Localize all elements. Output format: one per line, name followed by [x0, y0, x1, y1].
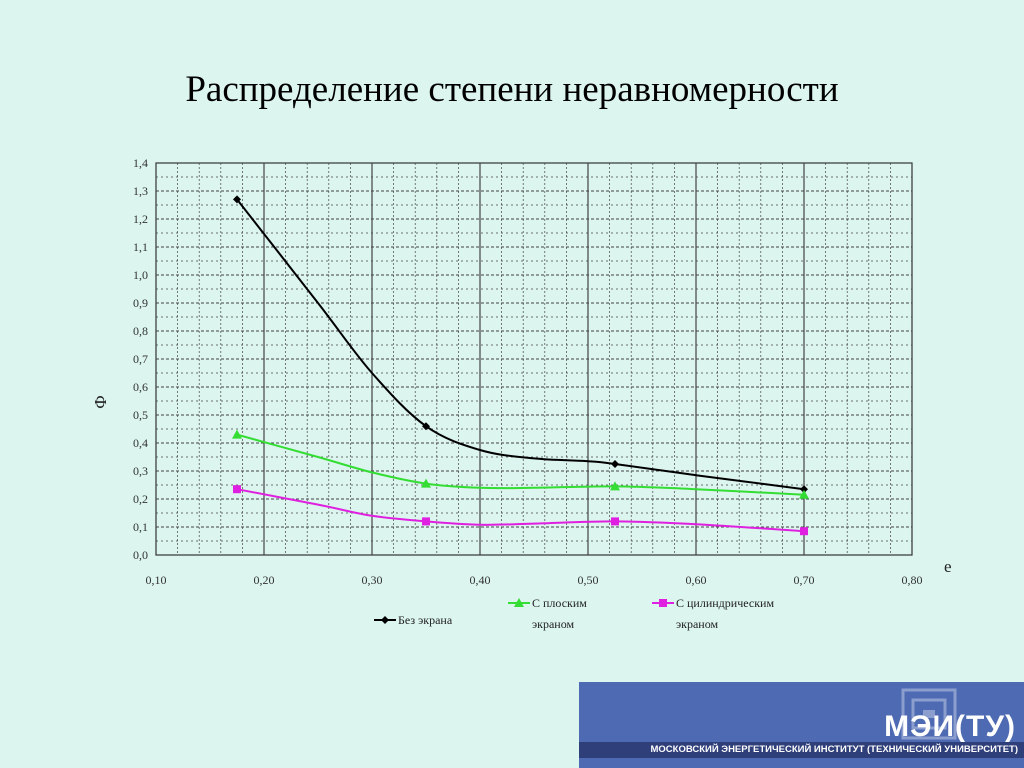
x-tick-label: 0,60 [686, 573, 707, 587]
data-point-1 [800, 485, 808, 494]
x-tick-label: 0,10 [146, 573, 167, 587]
x-tick-label: 0,30 [362, 573, 383, 587]
y-tick-label: 1,4 [133, 156, 148, 170]
y-tick-label: 0,4 [133, 436, 148, 450]
y-tick-label: 0,1 [133, 520, 148, 534]
y-tick-label: 0,6 [133, 380, 148, 394]
data-point-2 [799, 489, 809, 499]
chart-series [232, 195, 809, 536]
x-tick-label: 0,50 [578, 573, 599, 587]
y-tick-label: 0,0 [133, 548, 148, 562]
y-tick-label: 1,2 [133, 212, 148, 226]
x-tick-label: 0,20 [254, 573, 275, 587]
y-tick-label: 0,2 [133, 492, 148, 506]
legend-swatch-marker [514, 598, 524, 607]
data-point-2 [421, 478, 431, 488]
chart-grid [155, 162, 913, 556]
legend-swatch-marker [659, 599, 667, 607]
data-point-3 [233, 485, 241, 494]
legend-label: С плоским [532, 596, 587, 610]
y-tick-label: 1,3 [133, 184, 148, 198]
institution-name: МОСКОВСКИЙ ЭНЕРГЕТИЧЕСКИЙ ИНСТИТУТ (ТЕХН… [579, 742, 1024, 758]
y-tick-label: 0,5 [133, 408, 148, 422]
legend-label-line2: экраном [676, 617, 719, 631]
y-tick-label: 0,3 [133, 464, 148, 478]
series-line-1 [236, 198, 805, 491]
slide-title: Распределение степени неравномерности [185, 69, 839, 110]
legend-label: Без экрана [398, 613, 453, 627]
chart-legend: Без экрана С плоским экраном С цилиндрическ… [374, 596, 774, 631]
legend-label: С цилиндрическим [676, 596, 774, 610]
institution-logo: МЭИ(ТУ) [884, 710, 1016, 743]
y-tick-labels: 0,0 0,1 0,2 0,3 0,4 0,5 0,6 0,7 0,8 0,9 1,0 1,1 1,2 1… [133, 156, 148, 562]
y-tick-label: 0,8 [133, 324, 148, 338]
data-point-1 [422, 422, 430, 431]
data-point-1 [611, 460, 619, 468]
x-axis-label: e [944, 557, 952, 576]
institution-emblem-icon [901, 688, 957, 740]
data-point-2 [232, 429, 242, 439]
data-point-2 [610, 481, 620, 491]
data-point-3 [800, 527, 808, 536]
y-tick-label: 1,0 [133, 268, 148, 282]
y-tick-label: 0,9 [133, 296, 148, 310]
y-tick-label: 0,7 [133, 352, 148, 366]
x-tick-label: 0,40 [470, 573, 491, 587]
series-line-2 [236, 433, 805, 496]
y-axis-label: Ф [91, 395, 110, 408]
institution-logo-band: МЭИ(ТУ) МОСКОВСКИЙ ЭНЕРГЕТИЧЕСКИЙ ИНСТИТ… [579, 682, 1024, 768]
data-point-3 [611, 517, 619, 526]
x-tick-label: 0,70 [794, 573, 815, 587]
x-tick-label: 0,80 [902, 573, 923, 587]
legend-swatch-marker [381, 616, 389, 624]
data-point-3 [422, 517, 430, 526]
data-point-1 [233, 195, 241, 204]
series-line-3 [236, 488, 805, 533]
chart: 0,0 0,1 0,2 0,3 0,4 0,5 0,6 0,7 0,8 0,9 1,0 1,1 1,2 1… [91, 156, 952, 631]
x-tick-labels: 0,10 0,20 0,30 0,40 0,50 0,60 0,70 0,80 [146, 573, 923, 587]
legend-label-line2: экраном [532, 617, 575, 631]
y-tick-label: 1,1 [133, 240, 148, 254]
